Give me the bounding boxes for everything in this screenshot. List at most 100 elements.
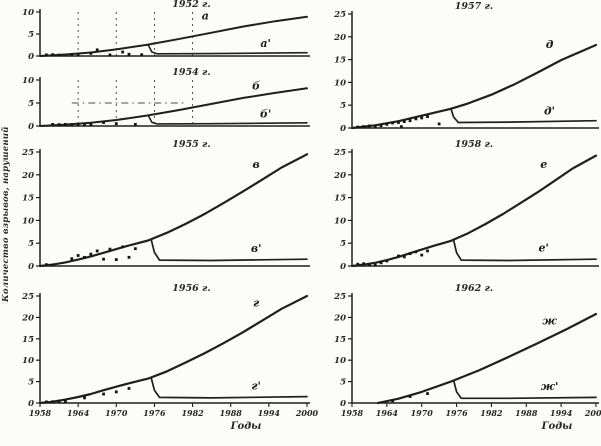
data-point-1955 [133, 247, 137, 251]
y-tick-label-1954: 10 [22, 76, 34, 86]
data-point-1958 [379, 261, 383, 265]
data-point-1955 [95, 249, 99, 253]
x-tick-label-1956: 1982 [181, 408, 204, 418]
data-point-1956 [64, 400, 67, 403]
y-tick-label-1958: 0 [340, 262, 346, 272]
y-tick-label-1957: 5 [340, 101, 346, 111]
y-tick-label-1956: 5 [28, 378, 34, 388]
y-tick-label-1957: 20 [333, 33, 346, 43]
data-point-1956 [51, 400, 55, 404]
data-point-1957 [408, 119, 412, 123]
y-tick-label-1954: 0 [28, 122, 34, 132]
y-tick-label-1958: 20 [333, 171, 346, 181]
y-tick-label-1955: 20 [21, 171, 34, 181]
data-point-1957 [402, 120, 406, 124]
data-point-1958 [397, 254, 400, 258]
y-tick-label-1957: 0 [340, 124, 346, 134]
data-point-1954 [102, 121, 105, 124]
panel-title-1955: 1955 г. [172, 139, 211, 150]
data-point-1954 [89, 123, 93, 127]
curve-д' [449, 107, 597, 124]
y-tick-label-1955: 5 [28, 239, 34, 249]
data-point-1955 [108, 247, 112, 251]
y-tick-label-1956: 0 [28, 399, 34, 409]
curve-label-г': г' [251, 380, 261, 393]
data-point-1954 [114, 122, 118, 126]
x-tick-label-1962: 1976 [445, 408, 468, 418]
y-tick-label-1957: 10 [334, 78, 346, 88]
x-tick-label-1962: 1982 [480, 408, 503, 418]
data-point-1958 [362, 262, 366, 266]
data-point-1955 [83, 255, 86, 259]
panel-title-1957: 1957 г. [454, 1, 494, 12]
data-point-1955 [89, 252, 93, 256]
data-point-1954 [64, 122, 67, 126]
curve-label-ж: ж [542, 315, 557, 328]
data-point-1957 [397, 121, 400, 124]
data-point-1958 [356, 262, 360, 266]
x-axis-label-right: Годы [541, 421, 573, 432]
data-point-1957 [362, 125, 366, 129]
curve-е' [452, 239, 597, 262]
data-point-1957 [399, 125, 403, 129]
data-point-1955 [70, 257, 74, 261]
data-point-1957 [414, 117, 418, 121]
data-point-1952 [108, 53, 112, 57]
curve-label-б': б' [260, 107, 271, 120]
data-point-1958 [414, 250, 418, 254]
y-tick-label-1962: 25 [333, 292, 346, 302]
data-point-1957 [420, 116, 424, 120]
panel-title-1958: 1958 г. [454, 139, 494, 150]
data-point-1955 [44, 263, 48, 267]
data-point-1957 [385, 122, 389, 126]
data-point-1958 [420, 253, 424, 257]
y-tick-label-1958: 10 [334, 216, 346, 226]
x-tick-label-1962: 1994 [550, 408, 573, 418]
curve-а' [147, 44, 308, 55]
data-point-1952 [127, 52, 131, 56]
data-point-1955 [51, 263, 55, 267]
data-point-1956 [127, 387, 131, 390]
data-point-1955 [76, 254, 80, 257]
x-tick-label-1956: 1958 [29, 408, 52, 418]
data-point-1954 [70, 123, 74, 127]
curve-label-в': в' [251, 242, 262, 255]
curve-б' [147, 114, 308, 125]
x-tick-label-1962: 1988 [515, 408, 538, 418]
y-tick-label-1957: 15 [334, 56, 346, 66]
y-tick-label-1962: 15 [334, 335, 346, 345]
curve-е [350, 154, 598, 268]
y-tick-label-1956: 25 [21, 292, 34, 302]
y-tick-label-1962: 0 [340, 399, 346, 409]
y-tick-label-1952: 10 [22, 8, 34, 18]
data-point-1952 [44, 53, 48, 57]
y-tick-label-1962: 20 [333, 313, 346, 323]
data-point-1962 [426, 392, 429, 395]
data-point-1952 [89, 51, 93, 55]
data-point-1957 [368, 124, 371, 128]
data-point-1954 [57, 123, 61, 127]
data-point-1956 [114, 390, 118, 394]
data-point-1952 [121, 50, 125, 54]
curve-label-в: в [253, 158, 260, 171]
data-point-1956 [83, 396, 86, 400]
data-point-1952 [95, 48, 99, 52]
data-point-1957 [437, 122, 441, 126]
y-tick-label-1956: 15 [22, 335, 34, 345]
x-tick-label-1962: 1970 [411, 408, 434, 418]
curve-label-г: г [253, 297, 260, 310]
data-point-1958 [408, 252, 412, 256]
data-point-1962 [391, 399, 395, 403]
y-tick-label-1958: 5 [340, 239, 346, 249]
y-tick-label-1958: 25 [333, 148, 346, 158]
data-point-1956 [44, 400, 48, 404]
data-point-1957 [379, 124, 383, 128]
data-point-1952 [76, 53, 80, 57]
data-point-1955 [127, 255, 131, 259]
data-point-1955 [121, 245, 125, 249]
x-tick-label-1956: 2000 [295, 408, 319, 418]
panel-title-1962: 1962 г. [454, 283, 494, 294]
x-tick-label-1956: 1970 [105, 408, 128, 418]
